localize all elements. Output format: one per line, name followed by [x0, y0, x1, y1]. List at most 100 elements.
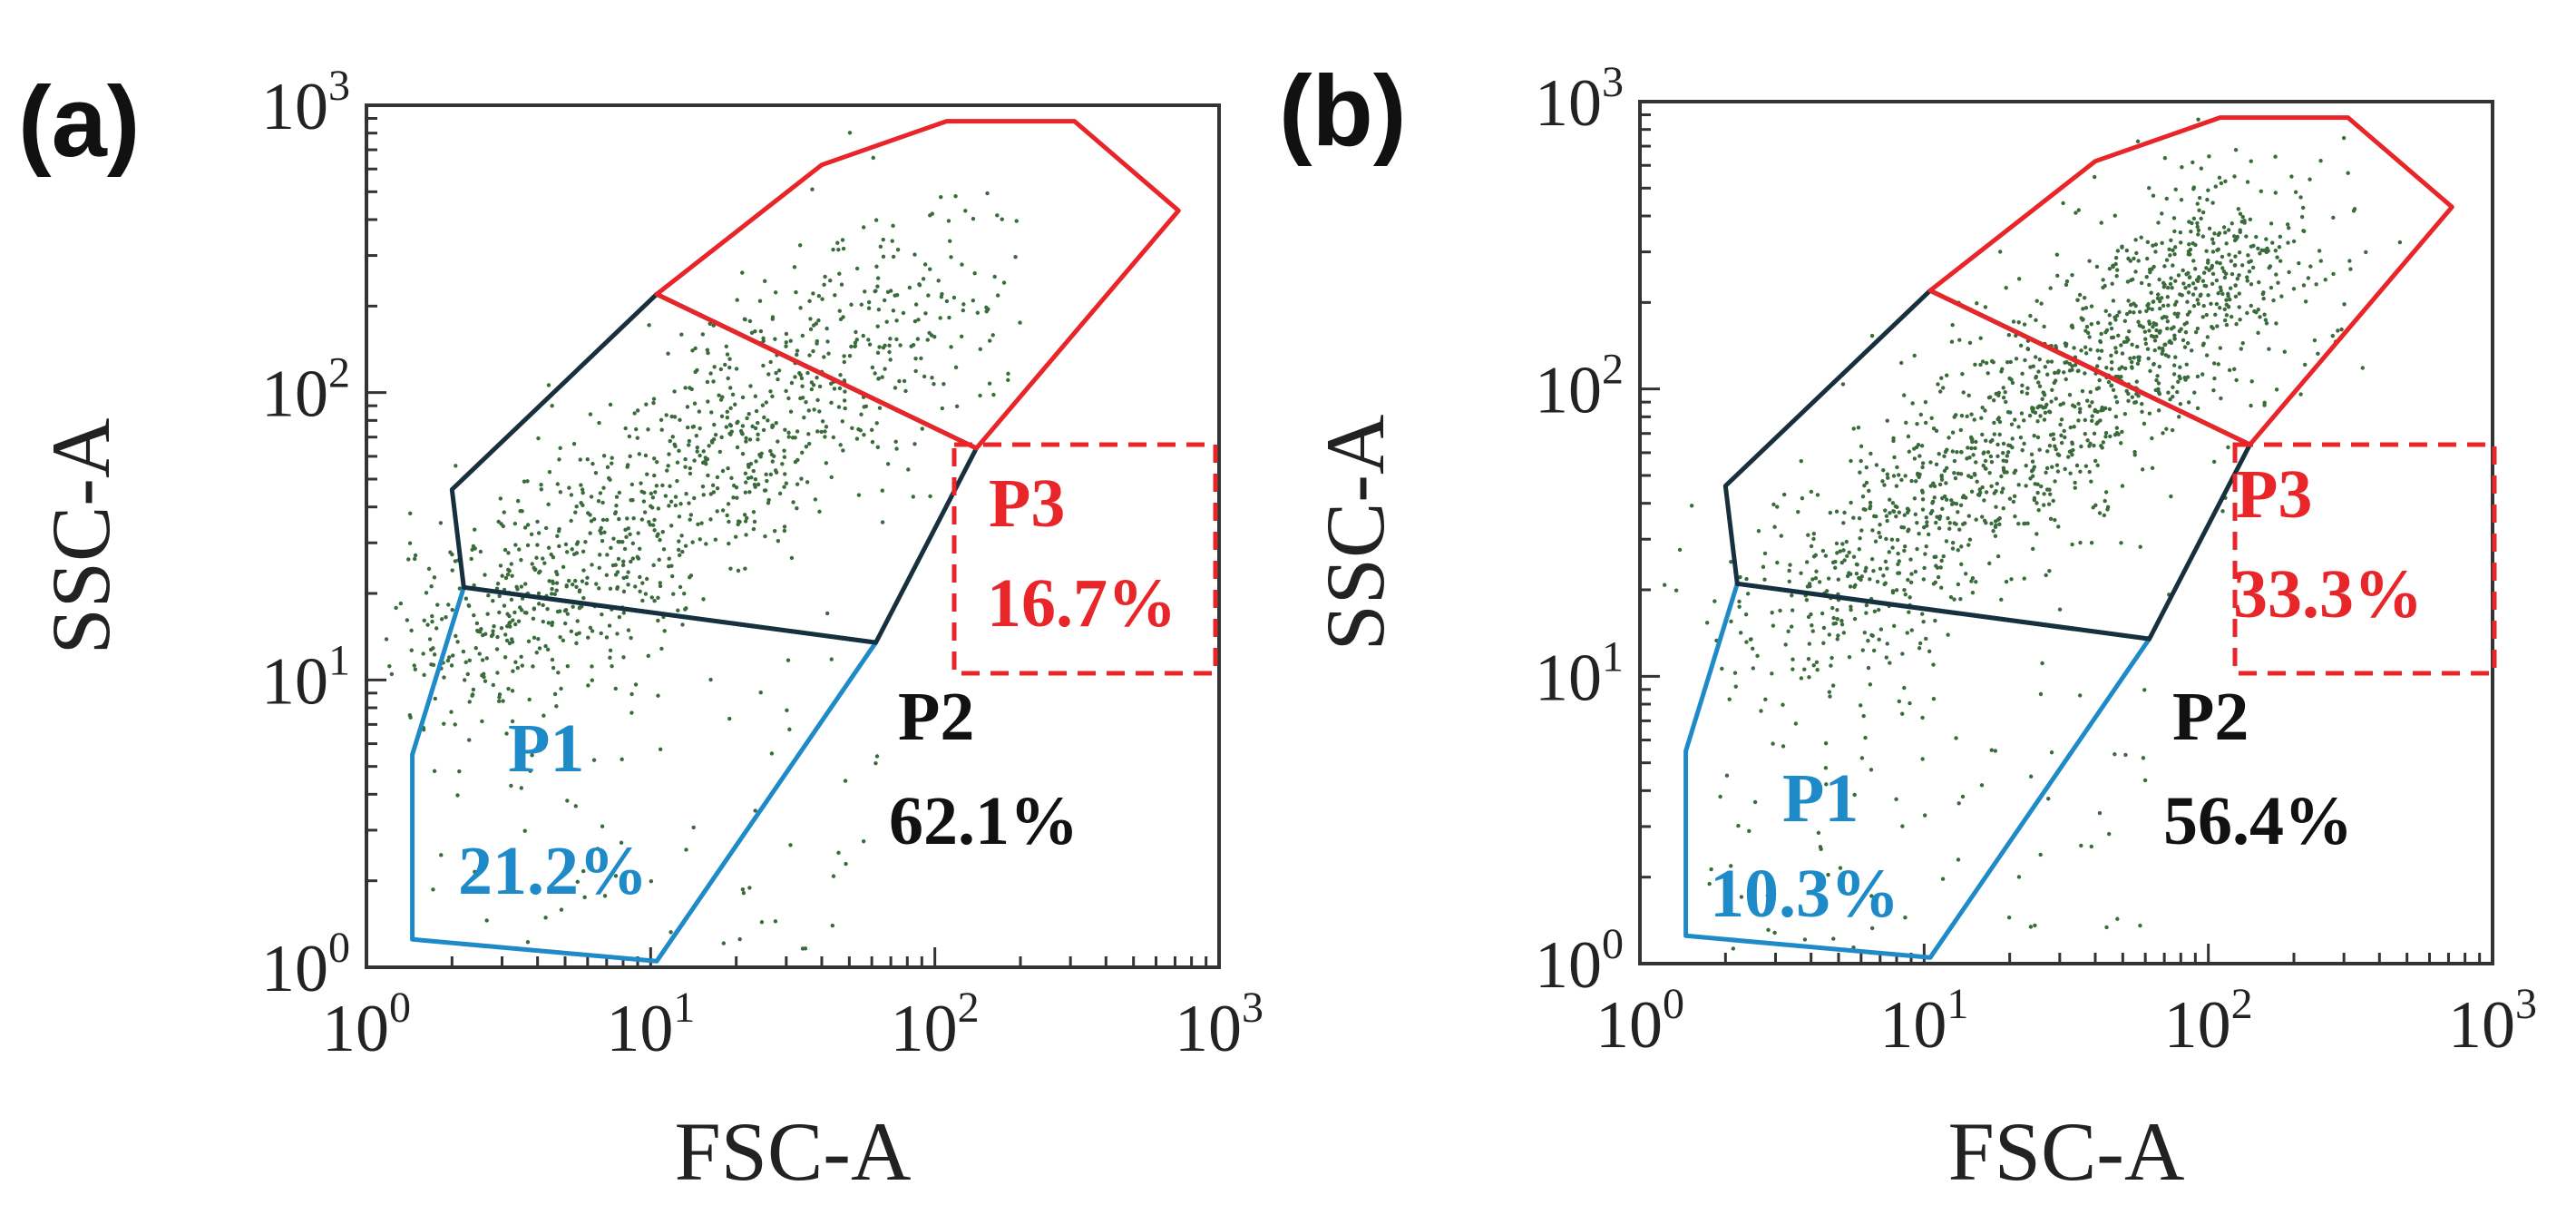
scatter-point: [2077, 292, 2083, 298]
scatter-point: [1841, 548, 1846, 553]
scatter-point: [2168, 253, 2172, 258]
scatter-point: [866, 299, 872, 305]
scatter-point: [1934, 520, 1938, 525]
scatter-point: [541, 556, 545, 561]
scatter-point: [662, 629, 667, 633]
scatter-point: [2151, 243, 2155, 248]
scatter-point: [926, 293, 931, 298]
scatter-point: [600, 824, 605, 828]
scatter-point: [2297, 260, 2301, 266]
scatter-point: [2171, 325, 2176, 329]
scatter-point: [1970, 575, 1976, 581]
scatter-point: [581, 490, 585, 495]
scatter-point: [1884, 514, 1889, 518]
scatter-point: [2220, 254, 2225, 260]
scatter-point: [764, 472, 768, 477]
scatter-point: [1783, 642, 1788, 647]
scatter-point: [517, 547, 522, 552]
scatter-point: [2316, 351, 2320, 357]
p3-label-box: [2232, 442, 2497, 676]
scatter-point: [1736, 823, 1741, 828]
scatter-point: [608, 586, 613, 592]
scatter-point: [1983, 458, 1988, 464]
scatter-point: [1883, 581, 1888, 585]
scatter-point: [829, 400, 834, 406]
scatter-point: [1931, 426, 1937, 431]
scatter-point: [730, 392, 736, 397]
scatter-point: [1931, 481, 1936, 485]
scatter-point: [2095, 320, 2101, 326]
scatter-point: [1859, 577, 1863, 583]
scatter-point: [594, 582, 599, 586]
scatter-point: [2152, 338, 2158, 343]
scatter-point: [2161, 348, 2165, 353]
scatter-point: [2102, 513, 2107, 518]
scatter-point: [920, 426, 924, 431]
scatter-point: [1881, 573, 1886, 578]
x-axis-title: FSC-A: [675, 1105, 912, 1198]
scatter-point: [1831, 936, 1836, 941]
scatter-point: [1919, 488, 1925, 494]
scatter-point: [2257, 279, 2261, 285]
scatter-point: [1947, 521, 1952, 525]
scatter-point: [817, 384, 823, 389]
scatter-point: [639, 489, 644, 494]
scatter-point: [1900, 824, 1905, 828]
scatter-point: [432, 652, 437, 657]
scatter-point: [2227, 252, 2231, 257]
scatter-point: [2030, 407, 2034, 412]
scatter-point: [2005, 409, 2011, 415]
scatter-point: [505, 572, 511, 577]
scatter-point: [2157, 277, 2161, 282]
scatter-point: [2093, 458, 2098, 464]
scatter-point: [2267, 265, 2271, 270]
scatter-point: [930, 376, 934, 380]
scatter-point: [651, 400, 656, 406]
scatter-point: [894, 318, 899, 323]
scatter-point: [813, 497, 818, 502]
scatter-point: [2238, 230, 2242, 235]
scatter-point: [2221, 225, 2227, 230]
scatter-point: [2070, 403, 2075, 407]
scatter-point: [1885, 418, 1889, 423]
scatter-point: [2016, 425, 2021, 429]
scatter-point: [515, 665, 521, 671]
scatter-point: [442, 675, 446, 680]
scatter-point: [2094, 364, 2100, 368]
scatter-point: [2107, 267, 2113, 271]
scatter-point: [2178, 402, 2183, 407]
scatter-point: [1912, 353, 1917, 358]
scatter-point: [546, 383, 551, 387]
scatter-point: [608, 655, 612, 661]
scatter-point: [505, 623, 510, 629]
scatter-point: [1762, 577, 1767, 582]
scatter-point: [2075, 298, 2080, 302]
scatter-point: [794, 289, 798, 295]
scatter-point: [571, 552, 577, 557]
scatter-point: [2330, 333, 2335, 338]
scatter-point: [843, 406, 847, 411]
scatter-point: [430, 619, 434, 624]
scatter-point: [1929, 416, 1934, 420]
scatter-point: [557, 544, 561, 549]
scatter-point: [2220, 266, 2225, 270]
scatter-point: [557, 526, 561, 532]
scatter-point: [2191, 292, 2196, 297]
scatter-point: [2226, 445, 2230, 450]
scatter-point: [2237, 305, 2241, 309]
scatter-point: [690, 540, 695, 544]
scatter-point: [1917, 454, 1922, 458]
scatter-point: [1689, 504, 1694, 508]
scatter-point: [527, 697, 532, 702]
scatter-point: [824, 461, 829, 465]
scatter-point: [881, 237, 885, 242]
scatter-point: [525, 523, 531, 527]
scatter-point: [2205, 335, 2210, 339]
scatter-point: [841, 246, 846, 251]
scatter-point: [2179, 198, 2184, 202]
scatter-point: [750, 424, 755, 429]
scatter-point: [1871, 568, 1876, 573]
scatter-point: [1876, 607, 1881, 612]
scatter-point: [880, 375, 884, 379]
scatter-point: [1813, 575, 1819, 581]
